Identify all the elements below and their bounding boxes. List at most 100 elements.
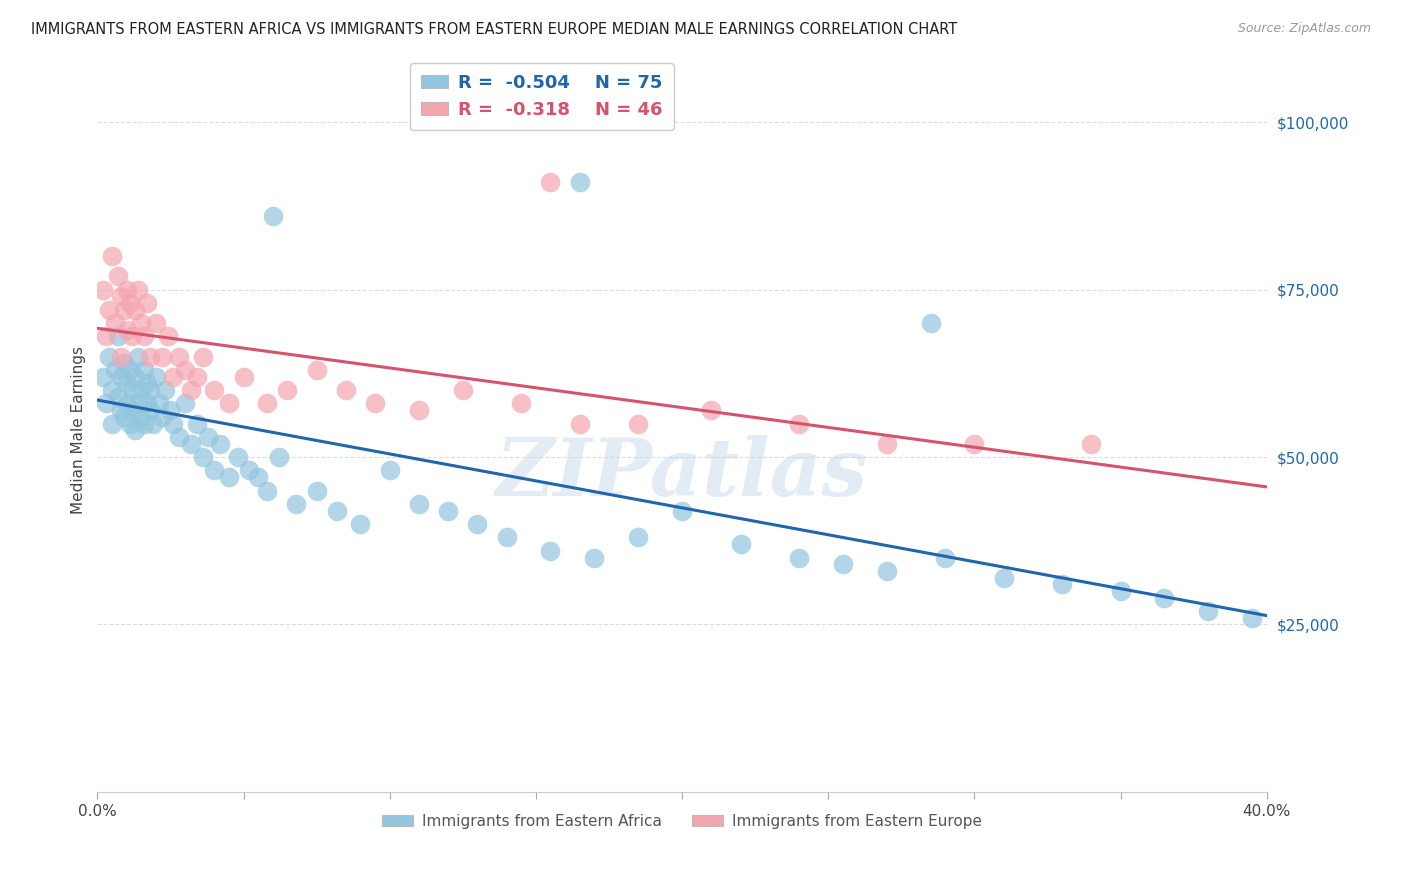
Point [285,497,308,511]
Point [112,409,135,424]
Point [110,350,132,364]
Point [495,530,517,544]
Point [101,417,124,431]
Text: Source: ZipAtlas.com: Source: ZipAtlas.com [1237,22,1371,36]
Point [167,350,190,364]
Point [107,390,129,404]
Point [993,571,1015,585]
Point [145,369,167,384]
Point [262,209,284,223]
Point [118,363,141,377]
Point [91,283,114,297]
Point [136,376,159,391]
Point [115,396,138,410]
Point [118,296,141,310]
Point [107,269,129,284]
Point [218,396,240,410]
Point [139,403,162,417]
Point [408,403,430,417]
Point [115,323,138,337]
Point [226,450,249,464]
Point [162,417,184,431]
Point [94,396,117,410]
Point [787,550,810,565]
Point [876,564,898,578]
Point [174,363,197,377]
Point [1050,577,1073,591]
Point [112,356,135,370]
Point [94,329,117,343]
Point [218,470,240,484]
Point [127,350,149,364]
Point [101,249,124,263]
Point [129,316,152,330]
Point [568,175,591,189]
Point [238,463,260,477]
Point [148,396,170,410]
Point [136,296,159,310]
Point [98,302,121,317]
Point [150,350,173,364]
Point [139,350,162,364]
Point [167,430,190,444]
Point [118,417,141,431]
Point [139,383,162,397]
Point [256,396,278,410]
Point [124,302,146,317]
Point [129,409,152,424]
Point [540,175,562,189]
Point [1109,584,1132,599]
Y-axis label: Median Male Earnings: Median Male Earnings [72,346,86,515]
Point [162,369,184,384]
Point [121,403,143,417]
Point [408,497,430,511]
Point [107,329,129,343]
Point [101,383,124,397]
Point [831,558,853,572]
Point [256,483,278,498]
Point [326,503,349,517]
Text: IMMIGRANTS FROM EASTERN AFRICA VS IMMIGRANTS FROM EASTERN EUROPE MEDIAN MALE EAR: IMMIGRANTS FROM EASTERN AFRICA VS IMMIGR… [31,22,957,37]
Point [191,350,214,364]
Point [121,383,143,397]
Point [451,383,474,397]
Point [124,369,146,384]
Point [568,417,591,431]
Point [121,329,143,343]
Point [191,450,214,464]
Point [335,383,357,397]
Point [540,544,562,558]
Point [1153,591,1175,605]
Point [180,436,202,450]
Point [963,436,986,450]
Point [156,329,179,343]
Point [150,409,173,424]
Point [364,396,387,410]
Point [91,369,114,384]
Point [876,436,898,450]
Point [142,417,165,431]
Point [787,417,810,431]
Point [153,383,176,397]
Point [510,396,533,410]
Point [174,396,197,410]
Point [305,483,328,498]
Point [934,550,956,565]
Point [159,403,181,417]
Point [437,503,460,517]
Point [1241,611,1264,625]
Point [627,417,650,431]
Point [247,470,270,484]
Point [112,302,135,317]
Point [583,550,606,565]
Point [145,316,167,330]
Point [110,403,132,417]
Legend: Immigrants from Eastern Africa, Immigrants from Eastern Europe: Immigrants from Eastern Africa, Immigran… [375,808,988,835]
Point [129,383,152,397]
Point [136,396,159,410]
Point [920,316,942,330]
Point [104,316,127,330]
Point [202,463,225,477]
Point [671,503,693,517]
Point [127,396,149,410]
